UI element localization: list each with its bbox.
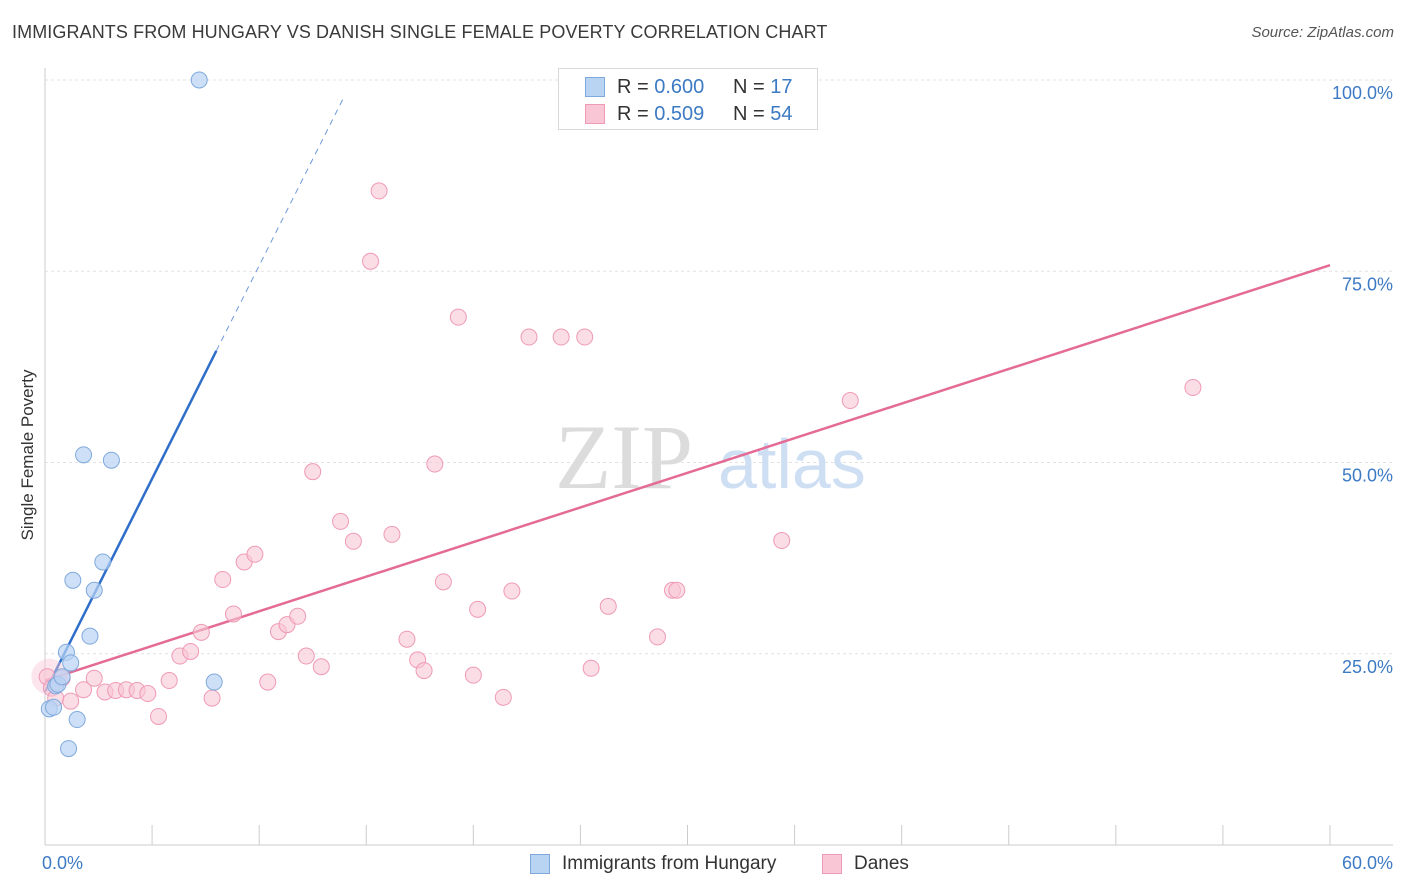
hungary-point [190,71,208,89]
hungary-point [62,654,80,672]
source-label: Source: ZipAtlas.com [1251,24,1394,41]
hungary-point [81,627,99,645]
hungary-point [64,571,82,589]
legend-swatch-pink [822,854,842,874]
danes-point [599,597,617,615]
danes-point [576,328,594,346]
danes-point [668,581,686,599]
danes-point [139,685,157,703]
legend-stats: R = 0.600 N = 17 R = 0.509 N = 54 [558,68,818,130]
watermark-zip: ZIP [555,406,693,508]
danes-point [841,392,859,410]
legend-n-value: 54 [770,103,793,125]
danes-point [1184,379,1202,397]
trend-lines [43,95,1331,693]
danes-point [449,308,467,326]
danes-point [773,532,791,550]
hungary-point [205,673,223,691]
danes-point [289,607,307,625]
danes-point [150,707,168,725]
danes-point [426,455,444,473]
danes-point [312,658,330,676]
hungary-point [94,553,112,571]
y-tick-label: 75.0% [1342,274,1393,294]
x-tick-label-min: 0.0% [42,853,83,873]
danes-point [503,582,521,600]
danes-point [464,666,482,684]
y-tick-label: 25.0% [1342,657,1393,677]
danes-point [520,328,538,346]
hungary-point [68,711,86,729]
legend-r-label: R = [617,103,655,125]
danes-trend-line [44,263,1331,682]
danes-point [214,571,232,589]
hungary-trend-line [43,350,218,693]
axes [44,68,1393,846]
grid-lines [45,79,1393,655]
legend-r-value: 0.600 [654,76,705,98]
x-tick-label-max: 60.0% [1342,853,1393,873]
chart-title: IMMIGRANTS FROM HUNGARY VS DANISH SINGLE… [12,22,828,42]
danes-point [62,692,80,710]
legend-swatch-pink [585,104,605,124]
danes-point [182,642,200,660]
watermark-atlas: atlas [718,425,866,503]
hungary-point [45,698,63,716]
danes-point [304,463,322,481]
watermark: ZIP atlas [555,406,866,508]
hungary-trend-extension [215,95,346,352]
danes-point [434,573,452,591]
legend-r-label: R = [617,76,655,98]
legend-n-label: N = [733,103,771,125]
danes-point [552,328,570,346]
hungary-point [53,668,71,686]
danes-point [398,630,416,648]
danes-points [31,71,1202,725]
danes-point [415,662,433,680]
tick-labels: 25.0% 50.0% 75.0% 100.0% 0.0% 60.0% [42,83,1393,873]
y-axis-label: Single Female Poverty [18,369,37,541]
danes-point [246,545,264,563]
hungary-point [75,446,93,464]
legend-swatch-blue [585,77,605,97]
legend-label-hungary: Immigrants from Hungary [562,853,777,874]
danes-point [494,688,512,706]
danes-point [362,252,380,270]
y-tick-label: 100.0% [1332,83,1393,103]
hungary-point [60,740,78,758]
y-tick-label: 50.0% [1342,466,1393,486]
danes-point [224,605,242,623]
danes-point [582,659,600,677]
danes-point [192,623,210,641]
legend-n-value: 17 [770,76,793,98]
legend-n-label: N = [733,76,771,98]
danes-point [649,628,667,646]
danes-point [370,182,388,200]
legend-label-danes: Danes [854,853,909,874]
hungary-points [40,71,223,758]
danes-point [332,512,350,530]
legend-r-value: 0.509 [654,103,705,125]
danes-point [75,681,93,699]
danes-point [259,673,277,691]
hungary-point [102,451,120,469]
danes-point [85,669,103,687]
danes-point [160,672,178,690]
legend-swatch-blue [530,854,550,874]
danes-point [469,600,487,618]
hungary-point [85,581,103,599]
danes-point [203,689,221,707]
danes-point [297,647,315,665]
danes-point [383,525,401,543]
danes-point [344,532,362,550]
